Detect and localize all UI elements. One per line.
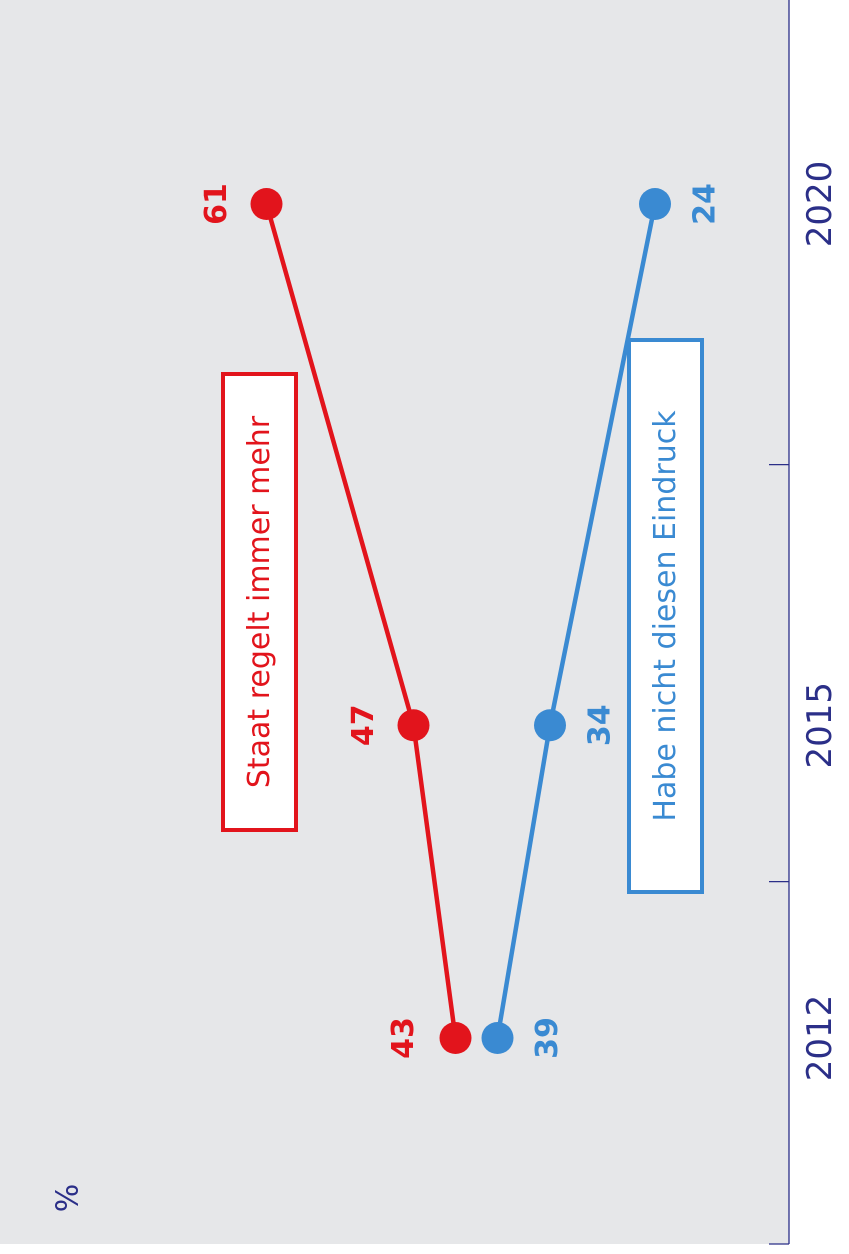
data-point-s1-2015 [397, 709, 430, 742]
value-label-s1-2015: 47 [346, 704, 381, 746]
x-tick-label-2020: 2020 [800, 161, 840, 248]
legend-label-2: Habe nicht diesen Eindruck [648, 410, 683, 822]
legend: Staat regelt immer mehr Habe nicht diesen… [221, 338, 704, 894]
value-label-s2-2012: 39 [530, 1017, 565, 1059]
value-labels: 43 47 61 39 34 24 [199, 183, 723, 1059]
value-label-s2-2015: 34 [583, 704, 618, 746]
value-label-s2-2020: 24 [688, 183, 723, 225]
data-point-s2-2012 [481, 1022, 514, 1054]
legend-label-1: Staat regelt immer mehr [242, 415, 277, 788]
data-point-s1-2012 [439, 1022, 472, 1054]
unit-label: % [51, 1184, 86, 1213]
x-tick-labels: 2012 2015 2020 [800, 161, 840, 1082]
data-point-s1-2020 [250, 188, 283, 220]
legend-box-2 [627, 338, 704, 894]
legend-box-1 [221, 372, 298, 832]
series-points [250, 188, 671, 1054]
time-axis [769, 0, 790, 1245]
legend-item-1: Staat regelt immer mehr [221, 372, 298, 832]
value-label-s1-2012: 43 [386, 1017, 421, 1059]
x-tick-label-2012: 2012 [800, 995, 840, 1082]
legend-item-2: Habe nicht diesen Eindruck [627, 338, 704, 894]
value-label-s1-2020: 61 [199, 183, 234, 225]
x-tick-label-2015: 2015 [800, 682, 840, 769]
data-point-s2-2020 [639, 188, 671, 220]
data-point-s2-2015 [534, 709, 566, 742]
